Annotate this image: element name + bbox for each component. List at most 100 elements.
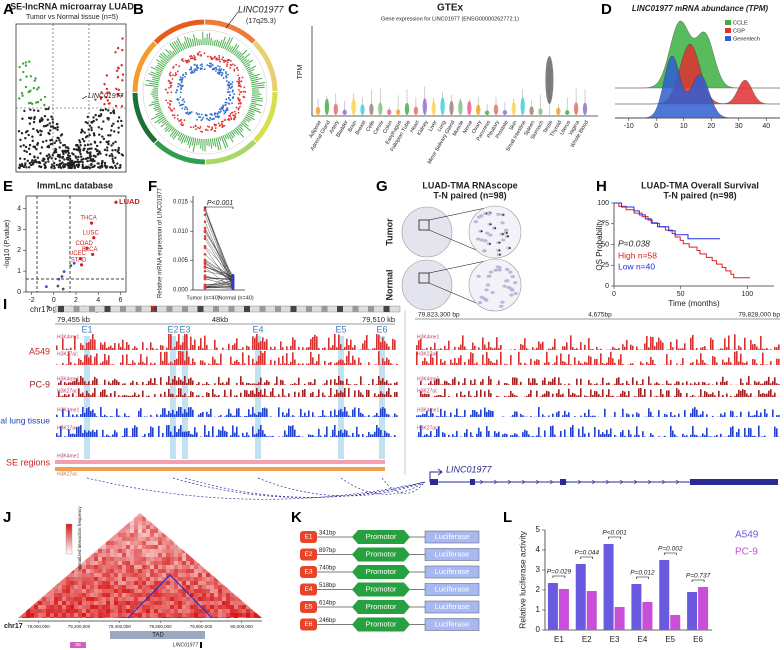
signal (368, 349, 370, 350)
heat-cell (38, 573, 42, 577)
signal (92, 334, 94, 350)
volcano-point (25, 75, 28, 78)
heat-cell (130, 521, 134, 525)
signal (598, 364, 600, 365)
heat-cell (154, 541, 158, 545)
signal (62, 408, 64, 417)
track-dot (237, 97, 240, 100)
volcano-point (94, 98, 97, 101)
volcano-point (48, 122, 51, 125)
heat-cell (198, 541, 202, 545)
heat-cell (174, 517, 178, 521)
track-dot (173, 116, 176, 119)
heat-cell (226, 541, 230, 545)
volcano-point (110, 129, 113, 132)
heat-cell (18, 537, 22, 541)
signal (470, 414, 472, 417)
volcano-point (120, 105, 124, 108)
legend-swatch (725, 28, 731, 33)
signal (312, 357, 314, 365)
track-bar (148, 73, 161, 78)
signal (290, 361, 292, 365)
volcano-point (48, 132, 51, 136)
signal (360, 392, 362, 397)
signal (58, 382, 60, 385)
heat-cell (58, 569, 62, 573)
signal (228, 408, 230, 417)
volcano-point (92, 132, 96, 135)
heat-cell (102, 525, 106, 529)
volcano-point (110, 144, 113, 147)
signal (244, 435, 246, 437)
track-dot (196, 113, 199, 116)
heat-cell (106, 513, 110, 517)
heat-cell (230, 521, 234, 525)
track-dot (234, 64, 236, 67)
signal (482, 337, 484, 350)
volcano-point (41, 140, 45, 143)
volcano-point (86, 147, 90, 151)
heat-cell (250, 569, 254, 573)
track-dot (178, 65, 181, 68)
signal (658, 383, 660, 385)
signal (314, 363, 316, 365)
signal (298, 377, 300, 385)
violin (565, 110, 570, 116)
heat-cell (222, 553, 226, 557)
background-point (61, 287, 65, 291)
heat-cell (206, 533, 210, 537)
signal (390, 394, 392, 397)
gene-name: LINC01977 (446, 464, 493, 474)
heat-cell (234, 585, 238, 589)
y-tick-label: 50 (601, 241, 609, 248)
volcano-point (117, 94, 121, 97)
heat-cell (42, 537, 46, 541)
signal (84, 355, 86, 365)
track-bar (219, 136, 222, 141)
signal (336, 347, 338, 350)
signal (322, 348, 324, 350)
heat-cell (142, 589, 146, 593)
signal (308, 382, 310, 385)
signal (166, 414, 168, 417)
signal (366, 389, 368, 397)
signal (646, 335, 648, 350)
panel-letter: A (3, 1, 14, 18)
track-dot (175, 73, 178, 76)
heat-cell (98, 541, 102, 545)
track-dot (213, 123, 216, 126)
heat-cell (138, 581, 142, 585)
enhancer-highlight (255, 336, 261, 459)
signal (428, 393, 430, 397)
signal (220, 414, 222, 417)
volcano-point (113, 130, 116, 133)
volcano-point (74, 156, 78, 159)
signal (632, 414, 634, 417)
track-dot (187, 59, 190, 61)
heat-cell (122, 573, 126, 577)
heat-cell (202, 537, 206, 541)
volcano-point (108, 102, 111, 105)
signal (514, 395, 516, 397)
signal (170, 361, 172, 365)
signal (492, 362, 494, 365)
heat-cell (54, 565, 58, 569)
signal (268, 381, 270, 385)
heat-cell (90, 517, 94, 521)
signal (678, 389, 680, 397)
signal (554, 338, 556, 350)
volcano-point (93, 164, 96, 168)
chrom-label: chr17 (30, 305, 51, 314)
volcano-point (23, 164, 27, 167)
heat-cell (106, 533, 110, 537)
volcano-point (28, 122, 32, 125)
track-dot (227, 73, 230, 76)
signal (418, 432, 420, 437)
heat-cell (246, 533, 250, 537)
signal (440, 384, 442, 385)
signal (394, 413, 396, 417)
heat-cell (42, 549, 46, 553)
signal (448, 340, 450, 350)
signal (312, 383, 314, 385)
signal (394, 392, 396, 397)
